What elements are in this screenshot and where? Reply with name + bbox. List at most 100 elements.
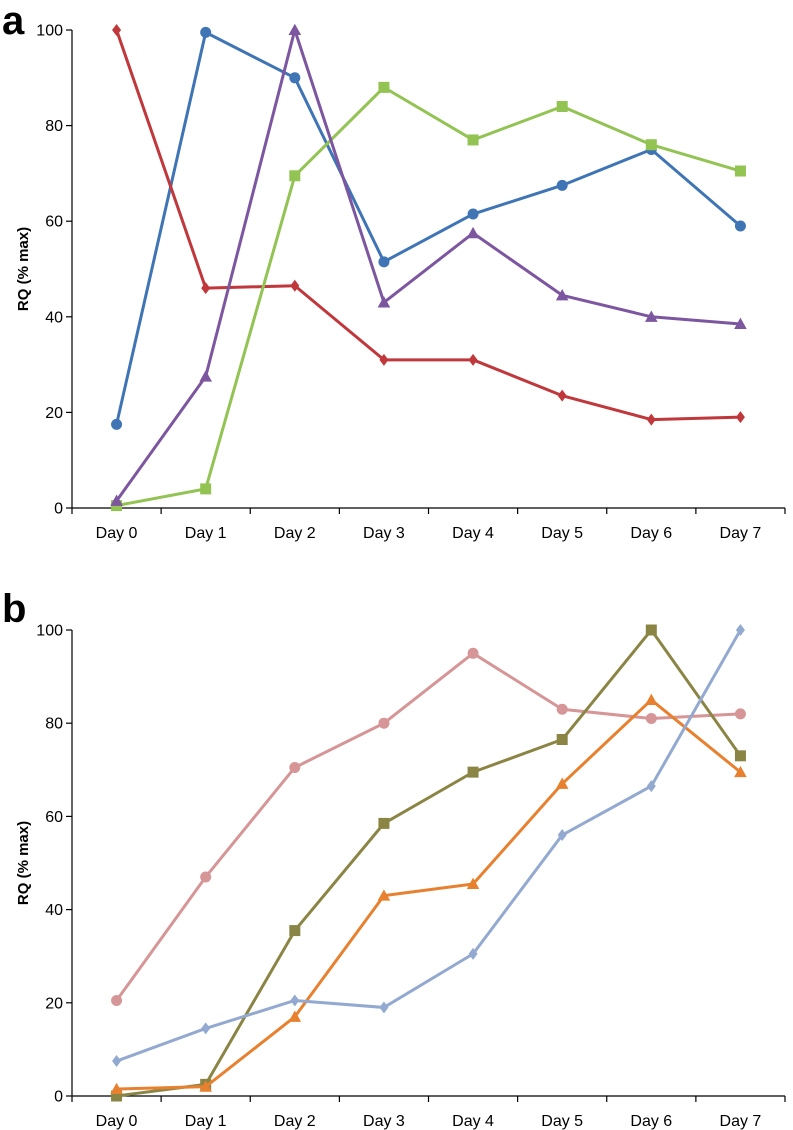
series-line [115,28,742,422]
x-tick-label: Day 6 [630,1113,672,1130]
x-tick-label: Day 2 [274,1113,316,1130]
y-tick-label: 40 [45,309,63,326]
data-point [377,889,391,901]
series-green-squares [111,81,746,512]
y-axis-title: RQ (% max) [15,227,32,311]
panel-letter: b [2,587,26,631]
data-point [289,170,301,182]
data-point [199,1080,212,1092]
series-orange-triangles [110,693,747,1095]
x-tick-label: Day 7 [720,1113,762,1130]
data-point [377,296,391,308]
series-pink-circles [111,647,746,1006]
data-point [556,703,568,715]
data-point [646,780,656,793]
series-line [115,628,742,1098]
data-point [555,288,569,301]
data-point [556,179,568,191]
data-point [111,1090,123,1102]
data-point [468,947,478,960]
y-tick-label: 40 [45,902,63,919]
data-point [734,317,747,330]
data-point [199,370,212,382]
series-red-diamonds [112,24,745,426]
chart-panel-a: a 0 20 40 60 80 100 Day 0 Day 1 Day 2 Day 3 Day 4 Da… [2,0,786,542]
data-point [466,226,480,239]
series-line [115,28,742,503]
data-point [379,1001,389,1014]
data-point [467,134,479,146]
data-point [200,483,212,495]
x-tick-label: Day 2 [274,525,316,542]
data-point [201,1022,211,1035]
chart-panel-b: b 0 20 40 60 80 100 Day 0 Day 1 Day 2 Day 3 Day 4 Da… [2,587,786,1130]
y-tick-label: 100 [36,23,63,40]
y-axis-title: RQ (% max) [15,821,32,905]
data-point [734,165,746,177]
series-light-blue-diamonds [112,624,745,1068]
data-point [734,708,746,720]
data-point [379,353,389,366]
data-point [735,411,745,424]
data-point [557,389,567,402]
data-point [467,766,479,778]
panel-letter: a [2,0,25,43]
data-point [378,717,390,729]
data-point [290,994,300,1007]
data-point [288,1010,302,1022]
data-point [468,353,478,366]
x-tick-label: Day 3 [363,1113,405,1130]
data-point [466,877,480,890]
data-point [288,23,302,36]
data-point [200,26,212,38]
x-tick-label: Day 5 [541,1113,583,1130]
series-purple-triangles [110,23,747,506]
series-line [115,30,742,426]
y-tick-label: 100 [36,623,63,640]
data-point [556,100,568,112]
data-point [734,750,746,762]
x-tick-label: Day 1 [185,525,227,542]
series-line [115,628,742,1063]
data-point [646,413,656,426]
series-line [115,651,742,1002]
data-point [289,72,301,84]
series-line [115,85,742,508]
y-tick-label: 60 [45,214,63,231]
x-tick-label: Day 4 [452,1113,494,1130]
data-point [112,1055,122,1068]
data-point [645,713,657,725]
x-tick-label: Day 5 [541,525,583,542]
series-line [115,698,742,1091]
data-point [378,81,390,93]
data-point [555,777,569,789]
y-tick-label: 0 [54,501,63,518]
data-point [557,829,567,842]
data-point [645,310,658,322]
data-point [200,871,212,883]
y-tick-label: 20 [45,995,63,1012]
data-point [467,208,479,220]
data-point [735,624,745,636]
data-point [378,817,390,829]
x-tick-label: Day 4 [452,525,494,542]
data-point [110,1082,123,1095]
x-tick-label: Day 0 [96,525,138,542]
y-tick-label: 60 [45,809,63,826]
y-tick-label: 80 [45,716,63,733]
y-tick-label: 0 [54,1089,63,1106]
data-point [645,624,657,636]
y-tick-label: 20 [45,405,63,422]
data-point [645,693,658,705]
data-point [201,282,211,295]
data-point [734,765,747,778]
data-point [734,220,746,232]
x-tick-label: Day 3 [363,525,405,542]
data-point [467,647,479,659]
data-point [289,761,301,773]
data-point [289,925,301,937]
data-point [111,418,123,430]
data-point [110,494,123,506]
y-tick-label: 80 [45,118,63,135]
data-point [112,24,122,36]
